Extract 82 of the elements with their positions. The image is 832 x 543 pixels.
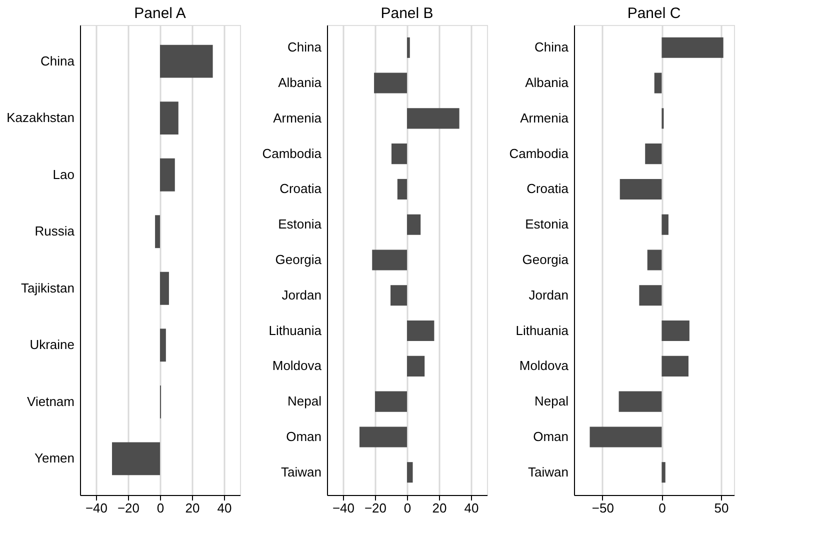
y-tick-label: Cambodia [509,146,570,161]
y-tick-label: Jordan [528,287,568,302]
bar [639,285,662,306]
bar [620,178,662,200]
bar [618,391,662,412]
x-tick-label: −40 [332,500,355,516]
bar [160,102,178,135]
y-tick-label: Croatia [280,181,322,196]
bar [407,320,434,342]
y-tick-label: Oman [286,428,322,444]
bar [662,462,666,483]
x-tick-label: −20 [364,500,387,516]
bar [397,178,407,200]
x-tick-label: 0 [156,500,164,516]
y-tick-label: Kazakhstan [6,110,74,126]
chart-title: Panel A [134,5,186,22]
bar [160,158,175,192]
bar [407,108,460,129]
bar [654,72,662,94]
y-tick-label: Moldova [272,358,322,374]
y-tick-label: Estonia [278,216,322,232]
y-tick-label: China [534,40,570,55]
bar [374,72,407,94]
bar [662,356,688,376]
x-tick-label: 20 [432,500,447,516]
y-tick-label: Russia [34,224,76,239]
y-tick-label: Jordan [282,287,322,302]
y-tick-label: Yemen [34,450,74,466]
y-tick-label: Lao [52,166,74,182]
x-tick-label: 0 [658,500,666,516]
y-tick-label: Oman [533,428,568,444]
bar [407,356,425,376]
bar [662,214,668,235]
bar [407,462,413,483]
x-tick-label: 0 [404,500,412,516]
y-tick-label: Nepal [288,394,322,409]
chart-title: Panel B [380,5,434,22]
bar [645,144,662,164]
bar [590,426,662,448]
y-tick-label: Albania [278,75,322,90]
y-tick-label: Taiwan [281,464,322,480]
y-tick-label: Georgia [522,252,570,267]
bar [407,37,410,58]
y-tick-label: Estonia [525,216,570,232]
bar [160,44,213,78]
bar [155,215,160,248]
bar [359,426,407,448]
bar [407,214,421,235]
bar [112,442,160,476]
y-tick-label: China [288,40,322,55]
chart-title: Panel C [627,5,681,22]
bar [390,285,407,306]
x-tick-label: 20 [185,500,200,516]
bar [662,37,724,58]
bar [375,391,407,412]
y-tick-label: Moldova [519,358,570,374]
y-tick-label: Croatia [526,181,570,196]
y-tick-label: Lithuania [516,322,570,338]
y-tick-label: Armenia [520,110,570,126]
bar [160,328,166,362]
x-tick-label: −40 [85,500,108,516]
x-tick-label: −20 [117,500,140,516]
bar [160,272,169,305]
x-tick-label: 40 [464,500,479,516]
y-tick-label: Georgia [275,252,322,267]
y-tick-label: Nepal [534,394,569,409]
y-tick-label: Cambodia [262,146,322,161]
bar [647,250,662,270]
y-tick-label: Armenia [273,110,322,126]
bar [372,250,407,270]
x-tick-label: 50 [714,500,729,516]
y-tick-label: Ukraine [30,337,74,352]
y-tick-label: Taiwan [528,464,568,480]
x-tick-label: −50 [592,500,614,516]
y-tick-label: China [40,53,76,68]
x-tick-label: 40 [217,500,232,516]
y-tick-label: Lithuania [268,322,322,338]
y-tick-label: Tajikistan [21,280,74,296]
bar [662,320,690,342]
y-tick-label: Vietnam [27,394,74,409]
y-tick-label: Albania [525,75,570,90]
bar [391,144,407,164]
